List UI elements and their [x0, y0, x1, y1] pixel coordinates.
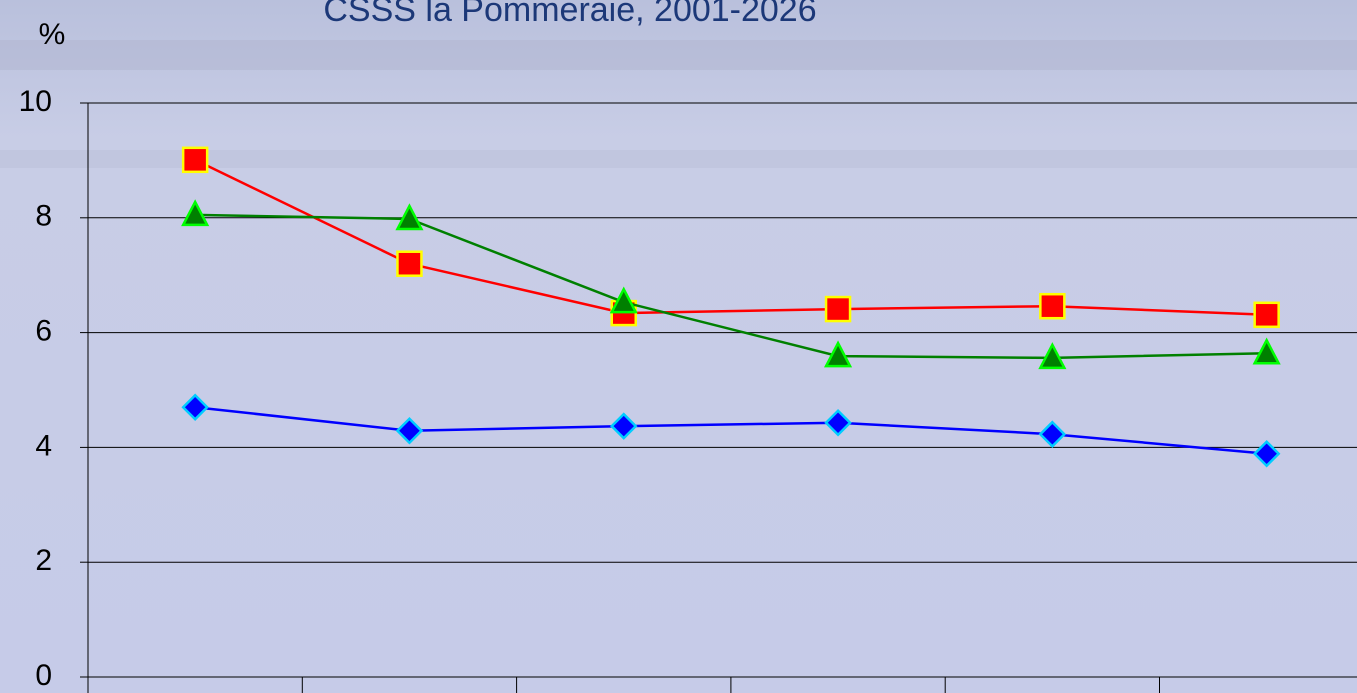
marker — [1253, 301, 1280, 329]
marker — [1252, 439, 1281, 468]
marker — [1039, 292, 1066, 320]
series-line — [195, 213, 1267, 360]
chart-title: CSSS la Pommeraie, 2001-2026 — [323, 0, 816, 29]
marker — [823, 340, 853, 368]
marker — [824, 295, 852, 323]
marker — [824, 408, 852, 437]
marker — [395, 416, 424, 445]
marker — [396, 250, 423, 277]
marker — [1038, 342, 1067, 370]
background-band — [0, 150, 1357, 168]
marker — [181, 393, 209, 421]
marker — [609, 286, 638, 314]
marker — [1252, 337, 1281, 365]
series-line — [195, 405, 1267, 455]
marker — [181, 199, 210, 227]
y-axis-label: % — [39, 18, 66, 51]
y-tick-label: 4 — [35, 429, 52, 462]
y-tick-label: 10 — [19, 85, 52, 118]
marker — [181, 146, 209, 174]
marker — [609, 412, 638, 440]
y-tick-label: 0 — [35, 659, 52, 692]
marker — [395, 203, 424, 231]
background-band — [0, 40, 1357, 70]
series-line — [194, 158, 1267, 317]
y-tick-label: 8 — [35, 200, 52, 233]
marker — [1038, 420, 1067, 448]
y-tick-label: 2 — [35, 544, 52, 577]
y-tick-label: 6 — [35, 315, 52, 348]
